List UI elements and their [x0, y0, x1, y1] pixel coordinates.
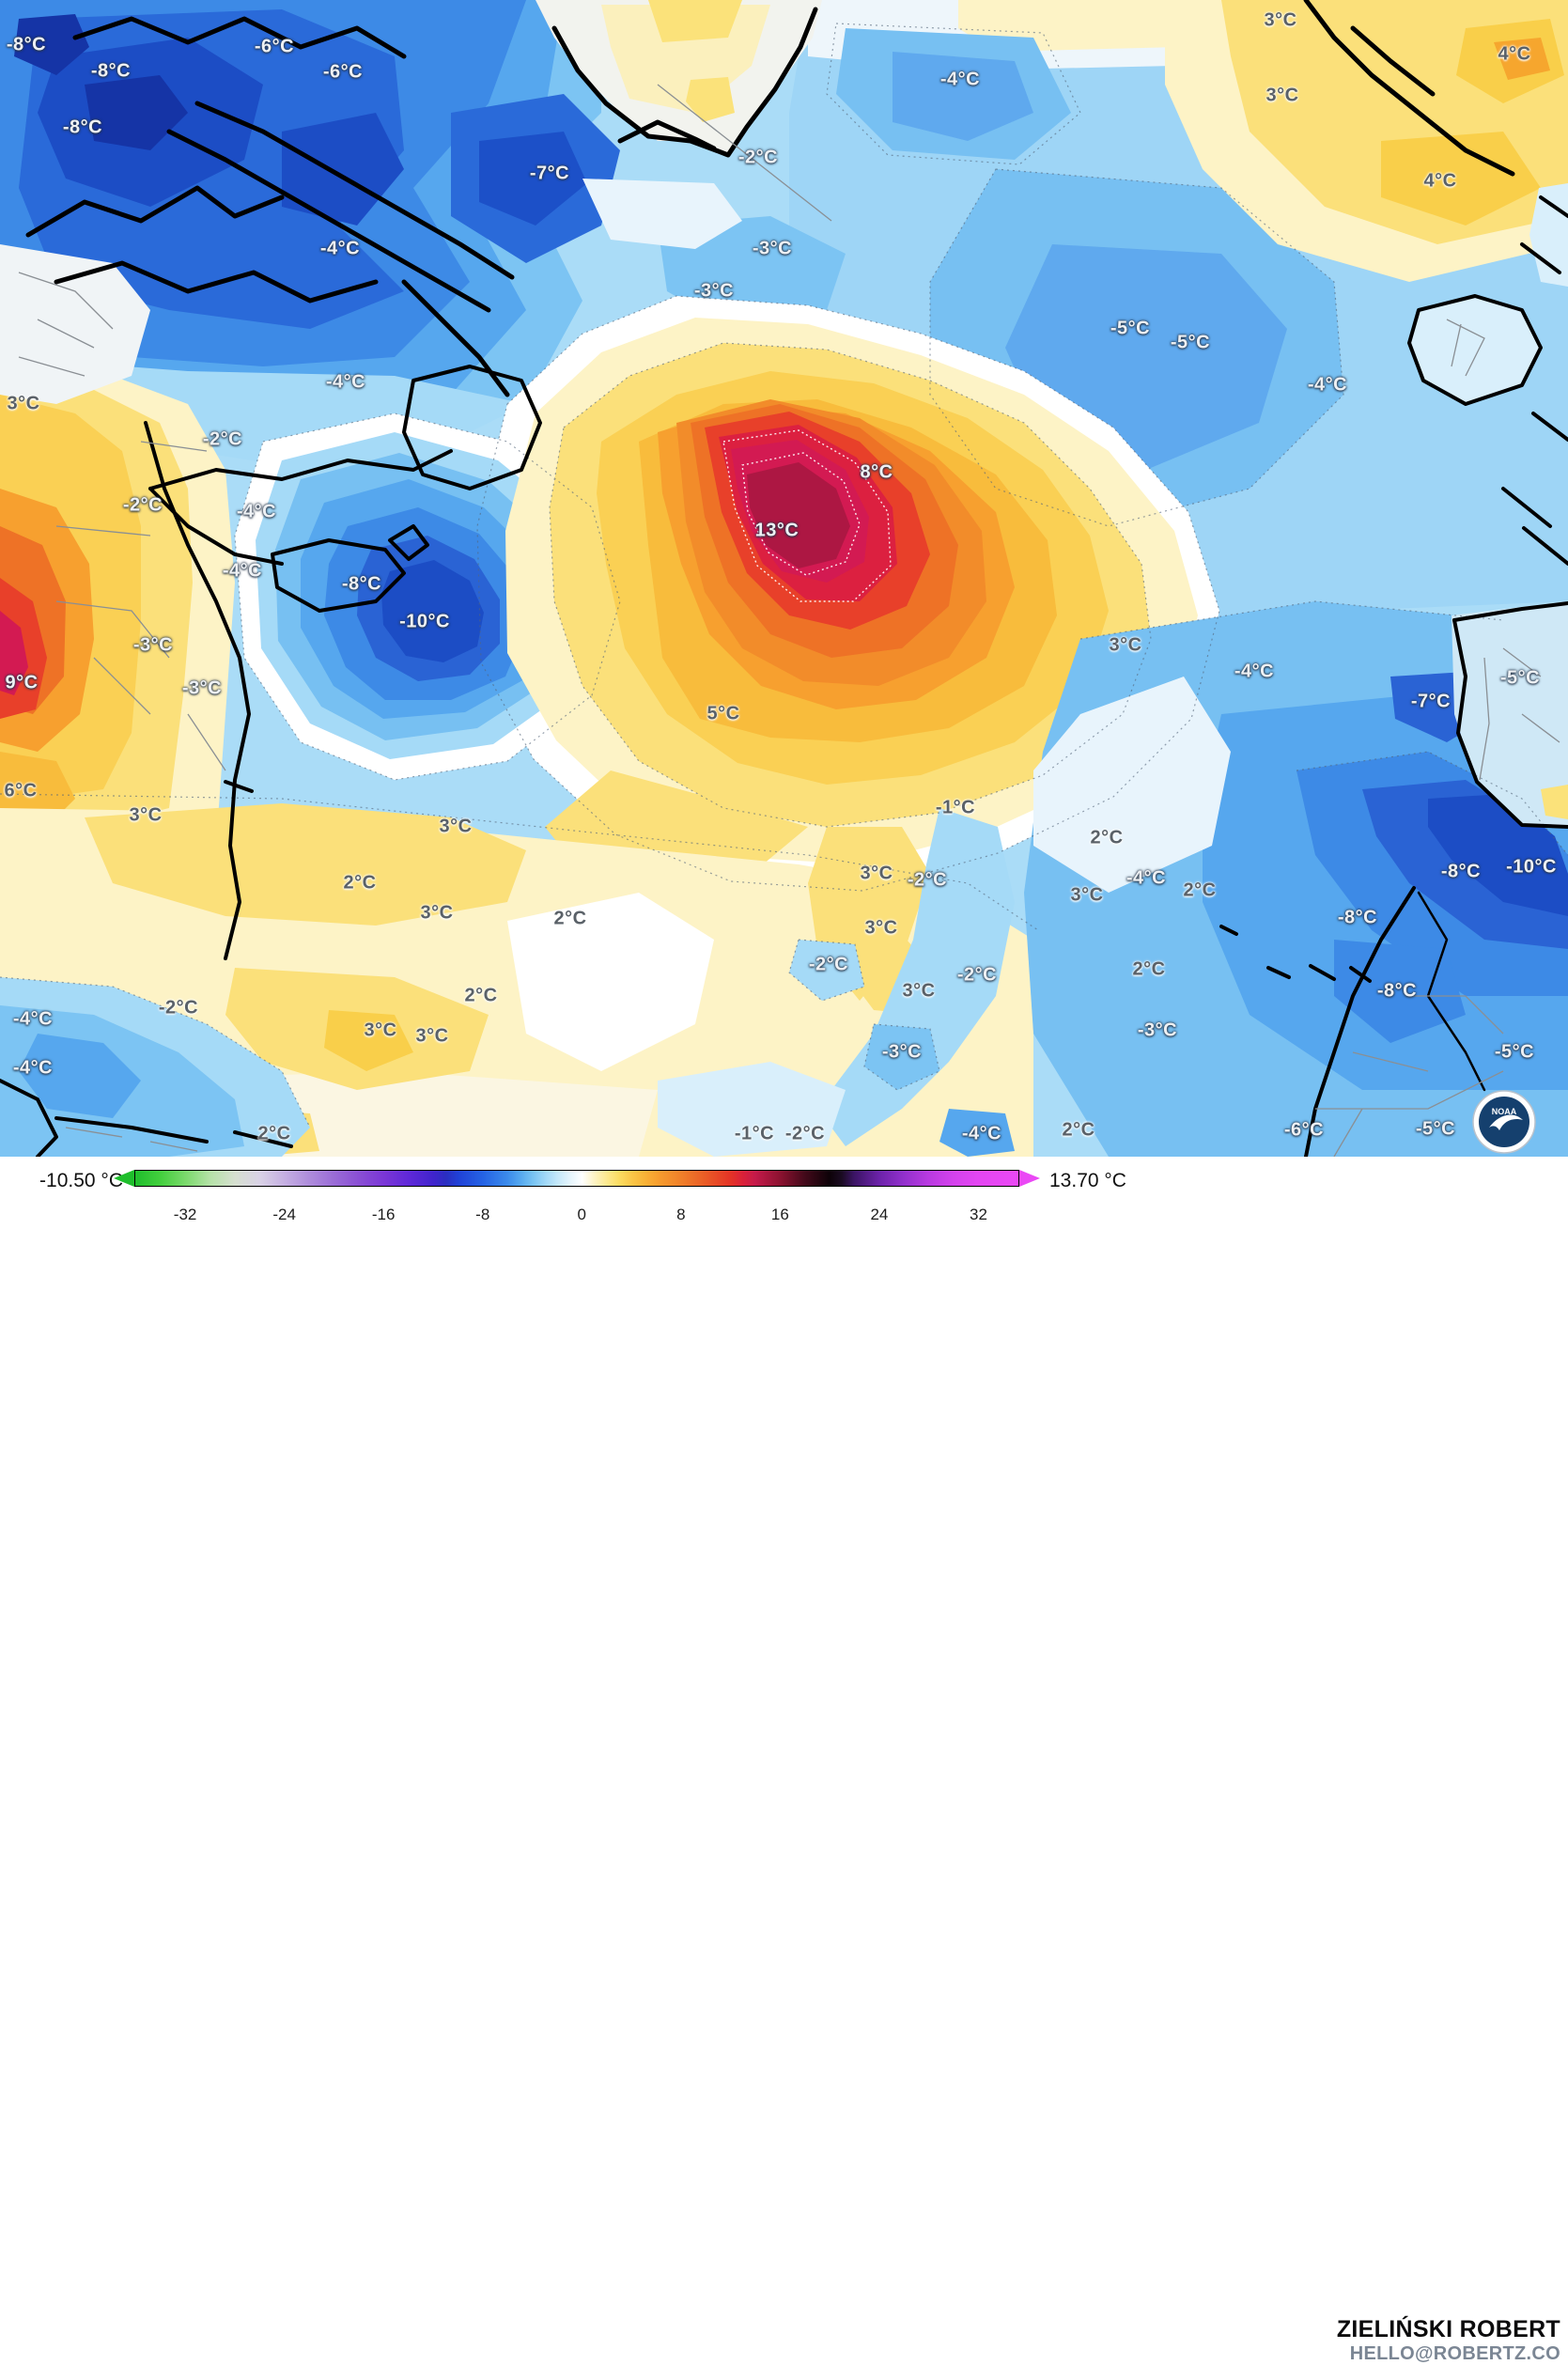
internal-borders: [18, 84, 1560, 1157]
colorbar-tick: 24: [870, 1206, 889, 1223]
colorbar-tick: -8: [475, 1206, 490, 1223]
colorbar: -32 -24 -16 -8 0 8 16 24 32: [114, 1170, 1040, 1223]
colorbar-left-arrow-icon: [114, 1170, 134, 1187]
temperature-anomaly-map: [0, 0, 1568, 1157]
colorbar-tick: 8: [676, 1206, 686, 1223]
noaa-seagull-icon: [1489, 1114, 1523, 1130]
map-area: -8°C -8°C -6°C -6°C -8°C -7°C -2°C -4°C 3°C 4°C 3°…: [0, 0, 1568, 1159]
warm-core-contours: [722, 429, 892, 602]
colorbar-right-arrow-icon: [1019, 1170, 1040, 1187]
coastlines: [0, 0, 1568, 1157]
colorbar-legend: -10.50 °C -32 -24 -16 -8 0 8 16 24 32 13.70 °C Z…: [0, 1157, 1568, 2364]
colorbar-max-value: 13.70 °C: [1049, 1170, 1126, 1191]
contour-lines: [0, 23, 1568, 1128]
noaa-logo: NOAA: [1471, 1089, 1537, 1155]
sea-fill-regions: [0, 0, 1568, 1157]
colorbar-tick: 16: [770, 1206, 789, 1223]
attribution-name: ZIELIŃSKI ROBERT: [1336, 2316, 1560, 2342]
colorbar-tick: -32: [173, 1206, 197, 1223]
colorbar-tick: -24: [272, 1206, 296, 1223]
colorbar-tick: -16: [371, 1206, 396, 1223]
attribution-email: HELLO@ROBERTZ.CO: [1349, 2342, 1560, 2364]
colorbar-min-value: -10.50 °C: [39, 1170, 123, 1191]
colorbar-tick: 0: [577, 1206, 586, 1223]
colorbar-tick: 32: [969, 1206, 987, 1223]
noaa-logo-text: NOAA: [1492, 1107, 1517, 1116]
colorbar-gradient: [134, 1170, 1019, 1187]
attribution: ZIELIŃSKI ROBERT HELLO@ROBERTZ.CO: [1337, 2316, 1560, 2365]
